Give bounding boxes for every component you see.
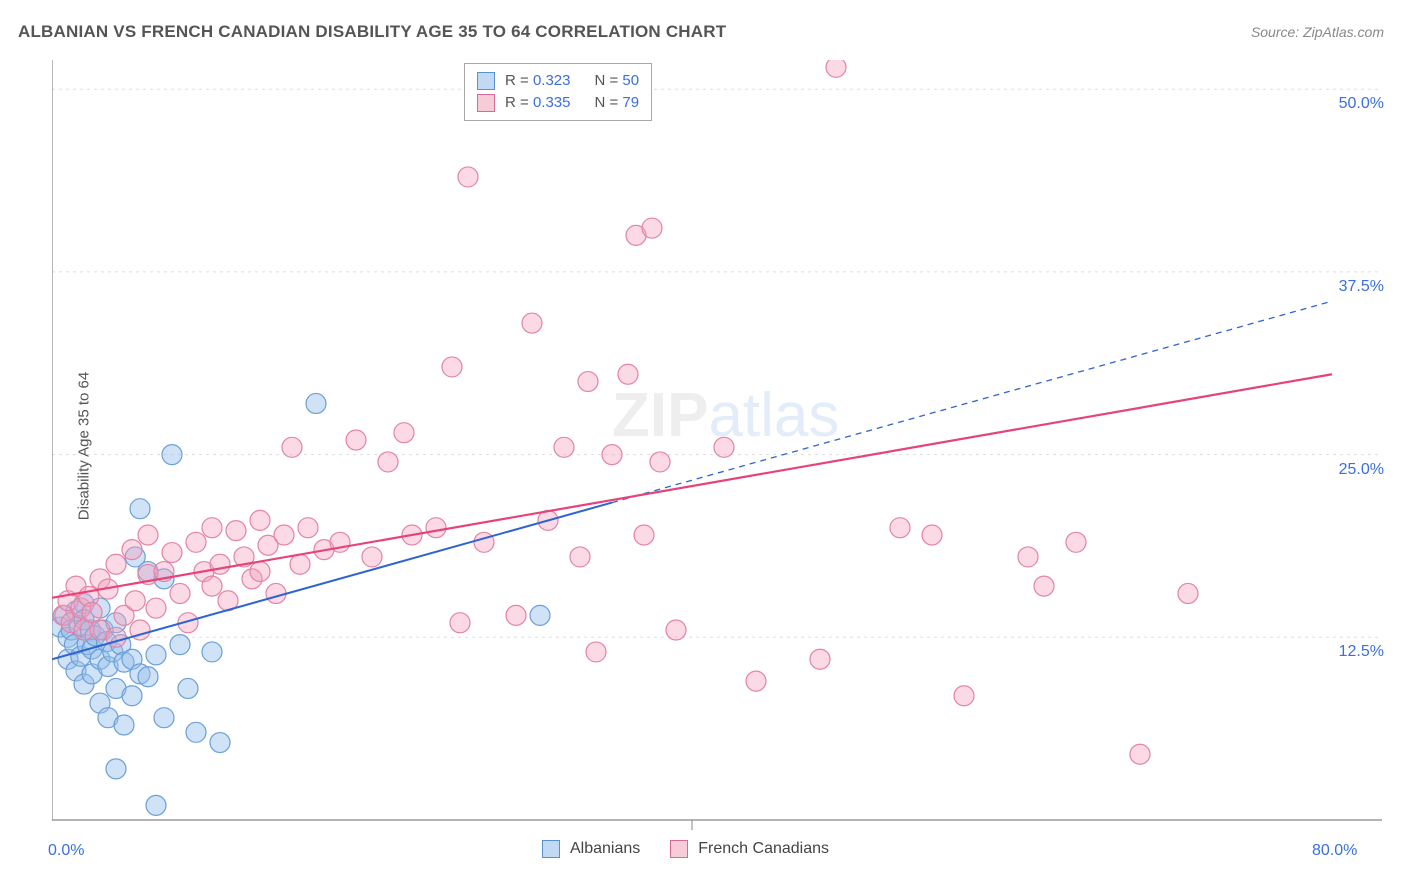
ytick-label: 50.0% <box>1339 95 1384 113</box>
ytick-label: 12.5% <box>1339 643 1384 661</box>
chart-svg <box>52 60 1382 840</box>
legend-item: French Canadians <box>670 838 829 860</box>
n-stat: N = 50 <box>594 70 639 92</box>
stats-legend-row: R = 0.335 N = 79 <box>477 92 639 114</box>
x-axis-min-label: 0.0% <box>48 842 84 860</box>
bottom-legend: Albanians French Canadians <box>542 838 829 860</box>
legend-item: Albanians <box>542 838 640 860</box>
stats-legend: R = 0.323 N = 50 R = 0.335 N = 79 <box>464 63 652 121</box>
x-axis-max-label: 80.0% <box>1312 842 1357 860</box>
n-stat: N = 79 <box>594 92 639 114</box>
legend-label: Albanians <box>570 838 640 860</box>
swatch-icon <box>542 840 560 858</box>
swatch-icon <box>477 72 495 90</box>
ytick-label: 37.5% <box>1339 278 1384 296</box>
ytick-label: 25.0% <box>1339 461 1384 479</box>
swatch-icon <box>477 94 495 112</box>
r-stat: R = 0.323 <box>505 70 570 92</box>
legend-label: French Canadians <box>698 838 829 860</box>
chart-title: ALBANIAN VS FRENCH CANADIAN DISABILITY A… <box>18 22 726 42</box>
scatter-plot: ZIPatlas R = 0.323N = 50R = 0.335N = 79 … <box>52 60 1382 840</box>
source-label: Source: ZipAtlas.com <box>1251 24 1384 40</box>
stats-legend-row: R = 0.323 N = 50 <box>477 70 639 92</box>
r-stat: R = 0.335 <box>505 92 570 114</box>
swatch-icon <box>670 840 688 858</box>
